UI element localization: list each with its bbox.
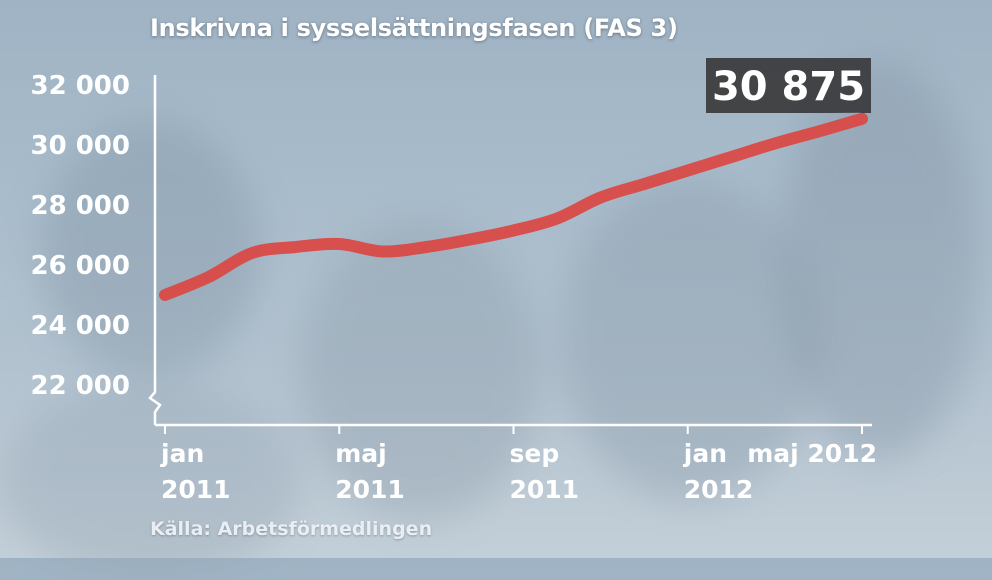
- x-tick-label-year: 2011: [510, 475, 580, 504]
- callout-value: 30 875: [712, 64, 865, 110]
- source-label: Källa: Arbetsförmedlingen: [150, 518, 433, 540]
- line-chart: 32 000 30 000 28 000 26 000 24 000 22 000 jan 2…: [30, 58, 877, 504]
- background-blur: [560, 180, 820, 500]
- x-tick-label: maj: [335, 439, 387, 468]
- callout-box: [706, 58, 871, 113]
- y-tick-label: 28 000: [30, 191, 130, 221]
- series-line: [159, 112, 868, 301]
- y-tick-label: 26 000: [30, 251, 130, 281]
- y-tick-label: 30 000: [30, 131, 130, 161]
- y-tick-label: 24 000: [30, 311, 130, 341]
- y-tick-label: 32 000: [30, 71, 130, 101]
- background-blur: [780, 60, 980, 460]
- x-tick-label: jan: [683, 439, 727, 468]
- background-blur: [40, 120, 260, 380]
- background-blur: [300, 220, 540, 520]
- x-tick-label: maj 2012: [747, 439, 877, 468]
- y-axis-line: [148, 75, 162, 425]
- x-tick-label: sep: [510, 439, 560, 468]
- background-blur: [0, 380, 300, 580]
- x-tick-label: jan: [160, 439, 204, 468]
- x-tick-label-year: 2011: [335, 475, 405, 504]
- chart-title: Inskrivna i sysselsättningsfasen (FAS 3): [150, 14, 678, 42]
- x-tick-label-year: 2012: [684, 475, 754, 504]
- y-tick-label: 22 000: [30, 371, 130, 401]
- x-tick-label-year: 2011: [161, 475, 231, 504]
